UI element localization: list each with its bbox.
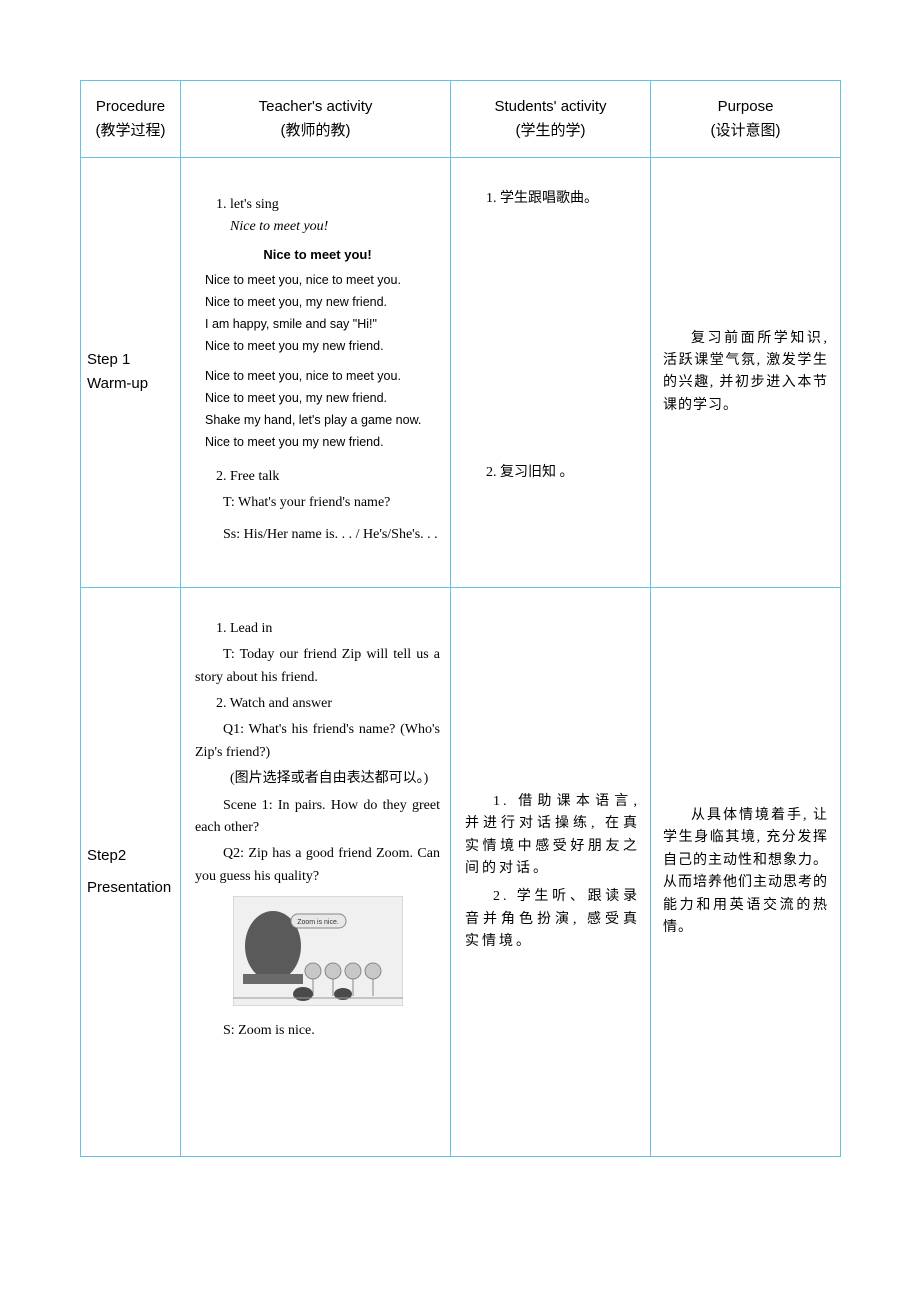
song-line: Nice to meet you, nice to meet you. (195, 270, 440, 290)
step1-item1: 1. let's sing (195, 194, 440, 216)
spacer (465, 497, 640, 557)
header-teacher-zh: (教师的教) (185, 119, 446, 143)
header-procedure-en: Procedure (85, 95, 176, 119)
step1-student-item1: 1. 学生跟唱歌曲。 (465, 188, 640, 210)
step1-item1-sub: Nice to meet you! (195, 216, 440, 238)
song-line: Shake my hand, let's play a game now. (195, 410, 440, 430)
step2-q2: Q2: Zip has a good friend Zoom. Can you … (195, 843, 440, 888)
header-procedure-zh: (教学过程) (85, 119, 176, 143)
header-students-zh: (学生的学) (455, 119, 646, 143)
step2-s-line: S: Zoom is nice. (195, 1020, 440, 1042)
lesson-plan-page: Procedure (教学过程) Teacher's activity (教师的… (80, 80, 840, 1157)
song-line: Nice to meet you, my new friend. (195, 292, 440, 312)
song-line: I am happy, smile and say "Hi!" (195, 314, 440, 334)
step2-t-line1: T: Today our friend Zip will tell us a s… (195, 644, 440, 689)
song-line: Nice to meet you my new friend. (195, 336, 440, 356)
step1-label-zh: Warm-up (87, 372, 174, 396)
header-purpose: Purpose (设计意图) (651, 81, 841, 158)
song-line: Nice to meet you, my new friend. (195, 388, 440, 408)
header-teacher-en: Teacher's activity (185, 95, 446, 119)
step1-teacher: 1. let's sing Nice to meet you! Nice to … (181, 158, 451, 588)
spacer (195, 1046, 440, 1126)
step1-purpose: 复习前面所学知识, 活跃课堂气氛, 激发学生的兴趣, 并初步进入本节课的学习。 (651, 158, 841, 588)
step2-q1: Q1: What's his friend's name? (Who's Zip… (195, 719, 440, 764)
header-teacher: Teacher's activity (教师的教) (181, 81, 451, 158)
table-row-step2: Step2 Presentation 1. Lead in T: Today o… (81, 587, 841, 1157)
step2-label-zh: Presentation (87, 876, 174, 900)
header-students-en: Students' activity (455, 95, 646, 119)
zoom-scene-illustration: Zoom is nice. (233, 896, 403, 1006)
step2-teacher: 1. Lead in T: Today our friend Zip will … (181, 587, 451, 1157)
step1-students: 1. 学生跟唱歌曲。 2. 复习旧知 。 (451, 158, 651, 588)
step2-students: 1. 借助课本语言, 并进行对话操练, 在真实情境中感受好朋友之间的对话。 2.… (451, 587, 651, 1157)
step1-ss-line: Ss: His/Her name is. . . / He's/She's. .… (195, 524, 440, 546)
table-header-row: Procedure (教学过程) Teacher's activity (教师的… (81, 81, 841, 158)
song-verse2: Nice to meet you, nice to meet you. Nice… (195, 366, 440, 452)
table-row-step1: Step 1 Warm-up 1. let's sing Nice to mee… (81, 158, 841, 588)
spacer (465, 222, 640, 462)
step2-student-item1: 1. 借助课本语言, 并进行对话操练, 在真实情境中感受好朋友之间的对话。 (465, 791, 640, 881)
illus-caption-text: Zoom is nice. (297, 919, 339, 926)
step1-t-line: T: What's your friend's name? (195, 492, 440, 514)
header-procedure: Procedure (教学过程) (81, 81, 181, 158)
step2-purpose: 从具体情境着手, 让学生身临其境, 充分发挥自己的主动性和想象力。从而培养他们主… (651, 587, 841, 1157)
song-line: Nice to meet you, nice to meet you. (195, 366, 440, 386)
step2-item1: 1. Lead in (195, 618, 440, 640)
step2-student-item2: 2. 学生听、跟读录音并角色扮演, 感受真实情境。 (465, 886, 640, 953)
step2-scene1: Scene 1: In pairs. How do they greet eac… (195, 795, 440, 840)
header-purpose-en: Purpose (655, 95, 836, 119)
step1-student-item2: 2. 复习旧知 。 (465, 462, 640, 484)
step2-label-en: Step2 (87, 844, 174, 868)
song-title: Nice to meet you! (195, 245, 440, 266)
step2-q1-note: (图片选择或者自由表达都可以。) (195, 768, 440, 790)
step1-procedure: Step 1 Warm-up (81, 158, 181, 588)
header-students: Students' activity (学生的学) (451, 81, 651, 158)
song-verse1: Nice to meet you, nice to meet you. Nice… (195, 270, 440, 356)
step2-procedure: Step2 Presentation (81, 587, 181, 1157)
lesson-plan-table: Procedure (教学过程) Teacher's activity (教师的… (80, 80, 841, 1157)
header-purpose-zh: (设计意图) (655, 119, 836, 143)
step2-item2: 2. Watch and answer (195, 693, 440, 715)
step1-item2: 2. Free talk (195, 466, 440, 488)
song-line: Nice to meet you my new friend. (195, 432, 440, 452)
step1-label-en: Step 1 (87, 348, 174, 372)
